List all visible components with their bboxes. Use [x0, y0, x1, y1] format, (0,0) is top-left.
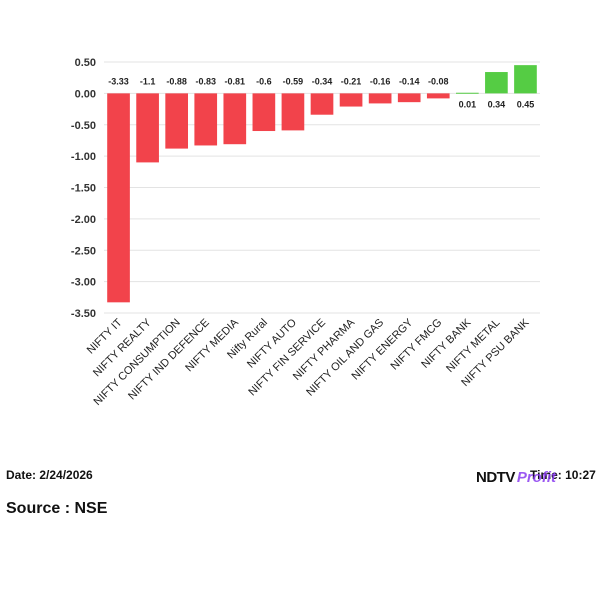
bar: [426, 93, 450, 99]
bar: [136, 93, 159, 163]
data-label: -0.08: [428, 76, 449, 86]
data-label: -0.34: [312, 76, 333, 86]
data-label: -0.59: [283, 76, 304, 86]
y-tick-label: -3.00: [71, 277, 96, 289]
bars: [107, 65, 537, 303]
data-label: 0.01: [459, 99, 477, 109]
data-label: -1.1: [140, 76, 156, 86]
data-label: -0.88: [166, 76, 187, 86]
bar: [252, 93, 276, 132]
data-label: -0.16: [370, 76, 391, 86]
bar: [165, 93, 189, 149]
y-tick-label: -2.00: [71, 214, 96, 226]
ndtv-profit-logo: NDTV Profit: [476, 466, 556, 488]
footer-date: Date: 2/24/2026: [6, 468, 93, 482]
bar: [485, 72, 508, 94]
data-label: -0.83: [195, 76, 216, 86]
data-label: 0.34: [488, 99, 506, 109]
bar: [339, 93, 363, 107]
y-tick-label: 0.50: [75, 57, 96, 69]
bar: [281, 93, 305, 131]
bar: [397, 93, 421, 103]
data-label: -0.14: [399, 76, 420, 86]
bar: [223, 93, 247, 145]
footer-time: Time: 10:27: [530, 468, 596, 482]
data-label: -0.6: [256, 76, 272, 86]
bar: [455, 92, 479, 94]
logo-secondary: Profit: [516, 468, 557, 486]
data-label: -0.81: [225, 76, 246, 86]
y-axis-ticks: 0.50 0.00 -0.50 -1.00 -1.50 -2.00 -2.50 -3.00 -3…: [71, 57, 96, 320]
footer-source: Source : NSE: [6, 500, 108, 517]
y-tick-label: -2.50: [71, 245, 96, 257]
data-label: -3.33: [108, 76, 129, 86]
y-tick-label: -1.50: [71, 183, 96, 195]
y-tick-label: -0.50: [71, 120, 96, 132]
y-tick-label: 0.00: [75, 88, 96, 100]
data-label: -0.21: [341, 76, 362, 86]
y-tick-label: -1.00: [71, 151, 96, 163]
bar: [368, 93, 392, 104]
logo-primary: NDTV: [476, 468, 515, 486]
bar: [194, 93, 218, 146]
data-labels: -3.33 -1.1 -0.88 -0.83 -0.81 -0.6 -0.59 -0.34 -0…: [108, 76, 534, 109]
bar-chart: 0.50 0.00 -0.50 -1.00 -1.50 -2.00 -2.50 -3.00 -3…: [71, 57, 540, 408]
bar: [310, 93, 334, 115]
bar: [514, 65, 537, 94]
data-label: 0.45: [517, 99, 535, 109]
y-tick-label: -3.50: [71, 308, 96, 320]
bar: [107, 93, 130, 303]
